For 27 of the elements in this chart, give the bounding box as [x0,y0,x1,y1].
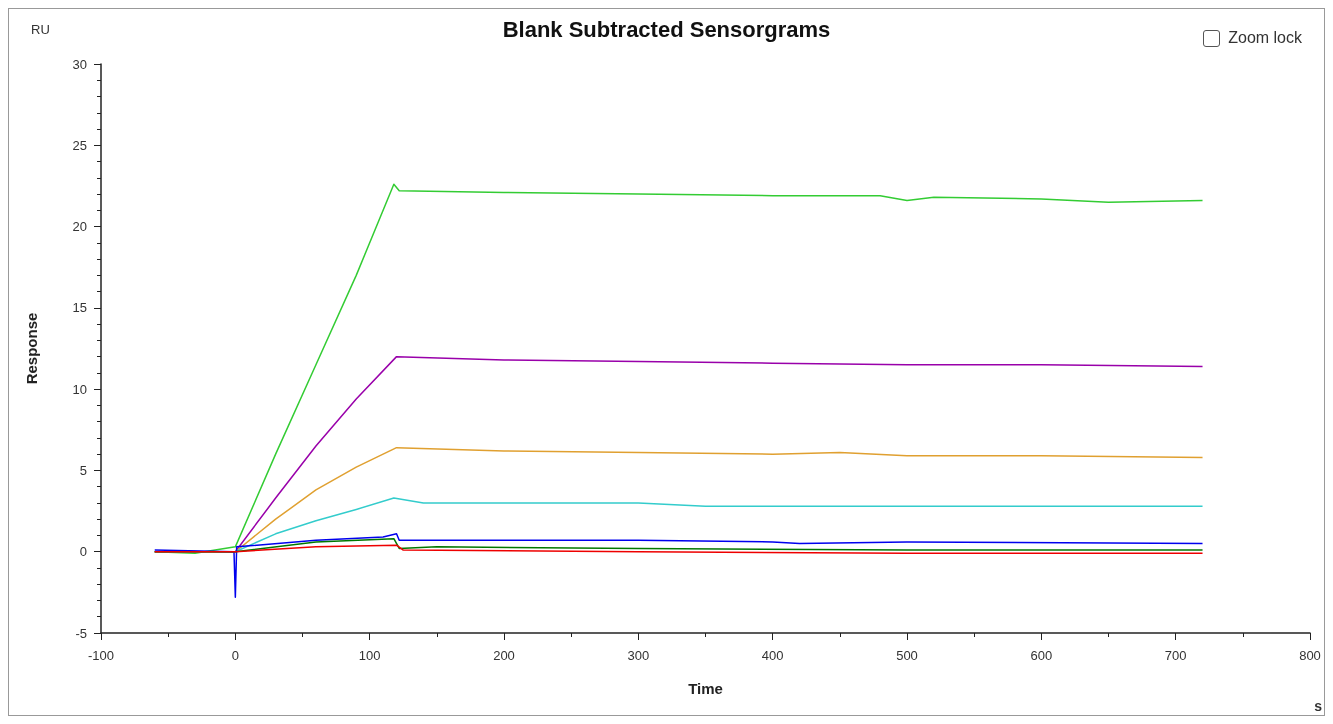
y-tick-label: -5 [75,625,87,641]
x-tick-label: 800 [1299,648,1321,663]
x-tick-label: 200 [493,648,515,663]
x-axis-title: Time [688,680,723,697]
x-tick-label: 700 [1164,648,1187,663]
text: Zoom lock [1228,29,1302,47]
x-tick-label: 300 [627,648,650,663]
x-tick-label: 500 [896,648,918,663]
x-tick-label: 0 [231,648,239,663]
x-tick-label: -100 [87,648,115,663]
text: RU [31,22,50,37]
y-tick-label: 5 [79,462,87,478]
y-tick-label: 15 [72,300,87,316]
text: s [1314,698,1323,714]
line-series [153,544,1204,555]
x-tick-label: 600 [1030,648,1053,663]
y-tick-label: 25 [72,137,87,153]
y-axis-title: Response [23,312,40,385]
x-tick-label: 400 [761,648,784,663]
y-tick-label: 30 [72,56,87,72]
line-series [153,533,1204,598]
y-tick-label: 0 [79,544,87,560]
y-tick-label: 20 [72,219,87,235]
x-tick-label: 100 [358,648,381,663]
y-tick-label: 10 [72,381,87,397]
line-series [153,183,1204,555]
chart-title: Blank Subtracted Sensorgrams [502,16,831,42]
